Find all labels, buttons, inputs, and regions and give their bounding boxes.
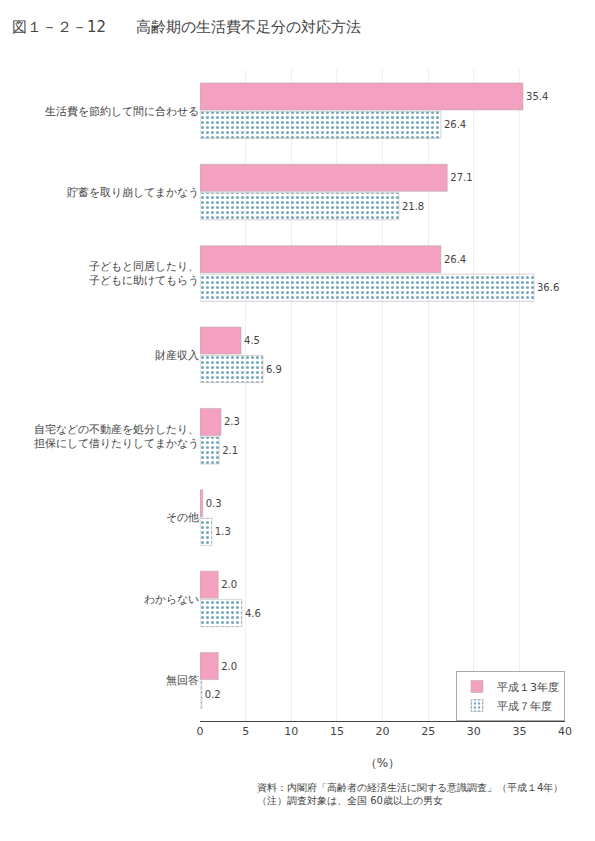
svg-text:40: 40 <box>558 725 572 738</box>
svg-text:無回答: 無回答 <box>166 674 199 687</box>
svg-text:4.5: 4.5 <box>244 335 260 346</box>
svg-text:35: 35 <box>512 725 526 738</box>
svg-text:4.6: 4.6 <box>245 608 261 619</box>
svg-text:35.4: 35.4 <box>526 91 548 102</box>
svg-text:平成７年度: 平成７年度 <box>497 700 552 713</box>
svg-text:6.9: 6.9 <box>266 364 282 375</box>
svg-text:図１－２－12 高齢期の生活費不足分の対応方法: 図１－２－12 高齢期の生活費不足分の対応方法 <box>12 18 361 36</box>
svg-text:資料：内閣府「高齢者の経済生活に関する意識調査」（平成１4年: 資料：内閣府「高齢者の経済生活に関する意識調査」（平成１4年）（注）調査対象は、… <box>257 782 563 806</box>
svg-text:10: 10 <box>284 725 298 738</box>
svg-text:2.0: 2.0 <box>221 579 237 590</box>
svg-text:生活費を節約して間に合わせる: 生活費を節約して間に合わせる <box>45 105 199 118</box>
svg-text:27.1: 27.1 <box>450 172 472 183</box>
svg-text:0: 0 <box>197 725 204 738</box>
svg-text:20: 20 <box>376 725 390 738</box>
svg-text:2.3: 2.3 <box>224 416 240 427</box>
svg-text:0.3: 0.3 <box>206 498 222 509</box>
svg-text:0.2: 0.2 <box>205 689 221 700</box>
svg-text:貯蓄を取り崩してまかなう: 貯蓄を取り崩してまかなう <box>67 186 199 199</box>
svg-text:子どもと同居したり、子どもに助けてもらう: 子どもと同居したり、子どもに助けてもらう <box>89 260 199 287</box>
svg-text:自宅などの不動産を処分したり、担保にして借りたりしてまかなう: 自宅などの不動産を処分したり、担保にして借りたりしてまかなう <box>34 423 199 450</box>
svg-text:21.8: 21.8 <box>402 201 424 212</box>
svg-text:（%）: （%） <box>365 756 400 770</box>
svg-text:36.6: 36.6 <box>537 282 559 293</box>
svg-text:30: 30 <box>467 725 481 738</box>
svg-text:財産収入: 財産収入 <box>155 349 199 362</box>
svg-text:5: 5 <box>242 725 249 738</box>
svg-text:2.1: 2.1 <box>222 445 238 456</box>
svg-text:15: 15 <box>330 725 344 738</box>
svg-text:26.4: 26.4 <box>444 119 466 130</box>
svg-text:25: 25 <box>421 725 435 738</box>
svg-text:2.0: 2.0 <box>221 661 237 672</box>
svg-text:平成１3年度: 平成１3年度 <box>497 681 559 694</box>
svg-text:わからない: わからない <box>144 593 199 606</box>
svg-text:1.3: 1.3 <box>215 526 231 537</box>
svg-text:26.4: 26.4 <box>444 254 466 265</box>
svg-text:その他: その他 <box>166 511 199 524</box>
